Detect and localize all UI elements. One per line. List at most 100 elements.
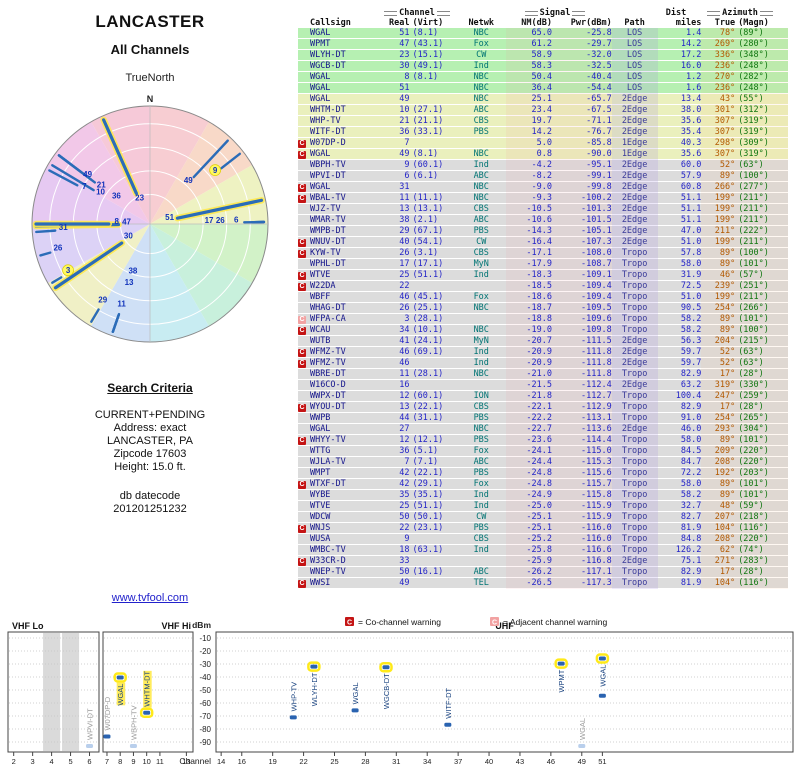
warn-cell bbox=[298, 501, 308, 512]
y-tick-label: -30 bbox=[199, 660, 211, 669]
cell-distance-miles: 31.9 bbox=[658, 270, 702, 281]
cell-azimuth-magnetic: (116°) bbox=[735, 578, 788, 589]
station-label-text: WHP-TV bbox=[289, 682, 298, 712]
warn-cell bbox=[298, 50, 308, 61]
warn-cell: C bbox=[298, 556, 308, 567]
cell-azimuth-true: 208° bbox=[701, 534, 735, 545]
cell-real-channel: 49 bbox=[384, 578, 410, 589]
cell-real-channel: 44 bbox=[384, 413, 410, 424]
cell-callsign: WMAR-TV bbox=[308, 215, 384, 226]
station-label: WGAL bbox=[116, 683, 125, 706]
x-tick-label: 2 bbox=[12, 757, 16, 766]
cell-network: CBS bbox=[456, 534, 506, 545]
station-marker bbox=[578, 744, 585, 748]
radar-channel-label: 11 bbox=[117, 300, 126, 309]
station-label: WGAL bbox=[598, 665, 607, 687]
cell-real-channel: 50 bbox=[384, 512, 410, 523]
cell-nm-db: -10.6 bbox=[506, 215, 552, 226]
cell-real-channel: 11 bbox=[384, 193, 410, 204]
cell-power-dbm: -108.0 bbox=[552, 248, 612, 259]
cell-nm-db: 58.3 bbox=[506, 61, 552, 72]
cell-azimuth-magnetic: (116°) bbox=[735, 523, 788, 534]
cell-network: Fox bbox=[456, 479, 506, 490]
y-tick-label: -10 bbox=[199, 634, 211, 643]
cell-azimuth-true: 270° bbox=[701, 72, 735, 83]
cell-path: Tropo bbox=[612, 270, 658, 281]
cell-azimuth-true: 239° bbox=[701, 281, 735, 292]
x-tick-label: 19 bbox=[268, 757, 276, 766]
x-tick-label: 22 bbox=[299, 757, 307, 766]
cell-virtual-channel bbox=[410, 578, 457, 589]
cell-azimuth-magnetic: (309°) bbox=[735, 138, 788, 149]
cell-azimuth-true: 48° bbox=[701, 501, 735, 512]
cell-callsign: WPHL-DT bbox=[308, 259, 384, 270]
cell-virtual-channel: (24.1) bbox=[410, 336, 457, 347]
cell-power-dbm: -115.9 bbox=[552, 512, 612, 523]
cell-distance-miles: 17.2 bbox=[658, 50, 702, 61]
cell-path: Tropo bbox=[612, 468, 658, 479]
cell-distance-miles: 82.9 bbox=[658, 369, 702, 380]
cell-azimuth-true: 104° bbox=[701, 578, 735, 589]
cell-path: 2Edge bbox=[612, 424, 658, 435]
cell-real-channel: 34 bbox=[384, 325, 410, 336]
cell-real-channel: 35 bbox=[384, 490, 410, 501]
cell-callsign: WGAL bbox=[308, 72, 384, 83]
cell-azimuth-true: 89° bbox=[701, 248, 735, 259]
warn-cell: C bbox=[298, 281, 308, 292]
cell-power-dbm: -65.7 bbox=[552, 94, 612, 105]
cell-distance-miles: 35.6 bbox=[658, 149, 702, 160]
radar-channel-label: 23 bbox=[135, 194, 144, 203]
cell-power-dbm: -115.7 bbox=[552, 479, 612, 490]
cell-callsign: WTTG bbox=[308, 446, 384, 457]
cell-network: ABC bbox=[456, 215, 506, 226]
cell-azimuth-magnetic: (265°) bbox=[735, 413, 788, 424]
cell-virtual-channel: (22.1) bbox=[410, 402, 457, 413]
cell-virtual-channel bbox=[410, 556, 457, 567]
station-marker bbox=[444, 723, 451, 727]
cell-callsign: WGAL bbox=[308, 94, 384, 105]
cell-virtual-channel: (16.1) bbox=[410, 567, 457, 578]
cell-nm-db: -18.6 bbox=[506, 292, 552, 303]
cell-azimuth-true: 307° bbox=[701, 127, 735, 138]
cell-network: ABC bbox=[456, 105, 506, 116]
adjacent-channel-warning-icon: C bbox=[298, 316, 306, 324]
cell-power-dbm: -101.3 bbox=[552, 204, 612, 215]
cell-real-channel: 8 bbox=[384, 72, 410, 83]
cell-azimuth-true: 307° bbox=[701, 116, 735, 127]
cell-path: Tropo bbox=[612, 457, 658, 468]
group-header: Dist bbox=[654, 8, 698, 18]
cell-virtual-channel: (3.1) bbox=[410, 248, 457, 259]
cell-azimuth-true: 211° bbox=[701, 226, 735, 237]
warn-cell bbox=[298, 545, 308, 556]
cell-azimuth-true: 192° bbox=[701, 468, 735, 479]
y-tick-label: -20 bbox=[199, 647, 211, 656]
cell-azimuth-magnetic: (215°) bbox=[735, 336, 788, 347]
cell-nm-db: -20.9 bbox=[506, 347, 552, 358]
cell-power-dbm: -107.3 bbox=[552, 237, 612, 248]
warn-cell bbox=[298, 292, 308, 303]
cell-real-channel: 42 bbox=[384, 468, 410, 479]
cell-azimuth-magnetic: (348°) bbox=[735, 50, 788, 61]
warn-cell bbox=[298, 72, 308, 83]
cell-callsign: WHAG-DT bbox=[308, 303, 384, 314]
band-label-vhf-lo: VHF Lo bbox=[12, 621, 44, 631]
cell-virtual-channel bbox=[410, 182, 457, 193]
cell-path: 2Edge bbox=[612, 226, 658, 237]
cell-azimuth-magnetic: (59°) bbox=[735, 501, 788, 512]
cell-power-dbm: -113.1 bbox=[552, 413, 612, 424]
cell-real-channel: 22 bbox=[384, 523, 410, 534]
radar-channel-label: 8 bbox=[115, 217, 120, 226]
cell-azimuth-true: 17° bbox=[701, 402, 735, 413]
cell-callsign: WFMZ-TV bbox=[308, 347, 384, 358]
tvfool-link[interactable]: www.tvfool.com bbox=[112, 592, 188, 604]
cell-real-channel: 36 bbox=[384, 446, 410, 457]
co-channel-warning-icon: C bbox=[298, 327, 306, 335]
